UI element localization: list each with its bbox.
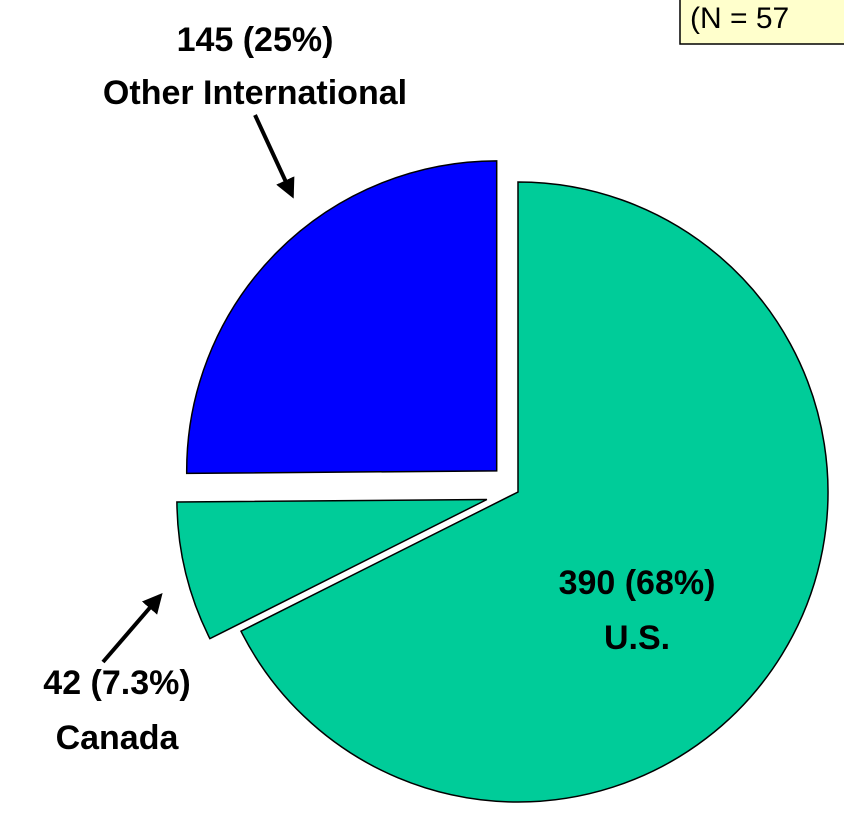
pie-slice bbox=[239, 181, 829, 803]
annotation-box bbox=[679, 0, 844, 45]
slice-category-label: Canada bbox=[56, 719, 180, 757]
slice-category-label: U.S. bbox=[604, 619, 670, 657]
arrow bbox=[253, 114, 295, 199]
annotation: (N = 57 bbox=[690, 2, 789, 35]
slice-category-label: Other International bbox=[103, 74, 407, 112]
slice-value-label: 390 (68%) bbox=[559, 564, 716, 602]
arrow bbox=[101, 592, 163, 664]
slice-value-label: 42 (7.3%) bbox=[43, 664, 190, 702]
pie-slice bbox=[185, 160, 498, 475]
pie-slice bbox=[176, 498, 488, 640]
slice-value-label: 145 (25%) bbox=[177, 21, 334, 59]
